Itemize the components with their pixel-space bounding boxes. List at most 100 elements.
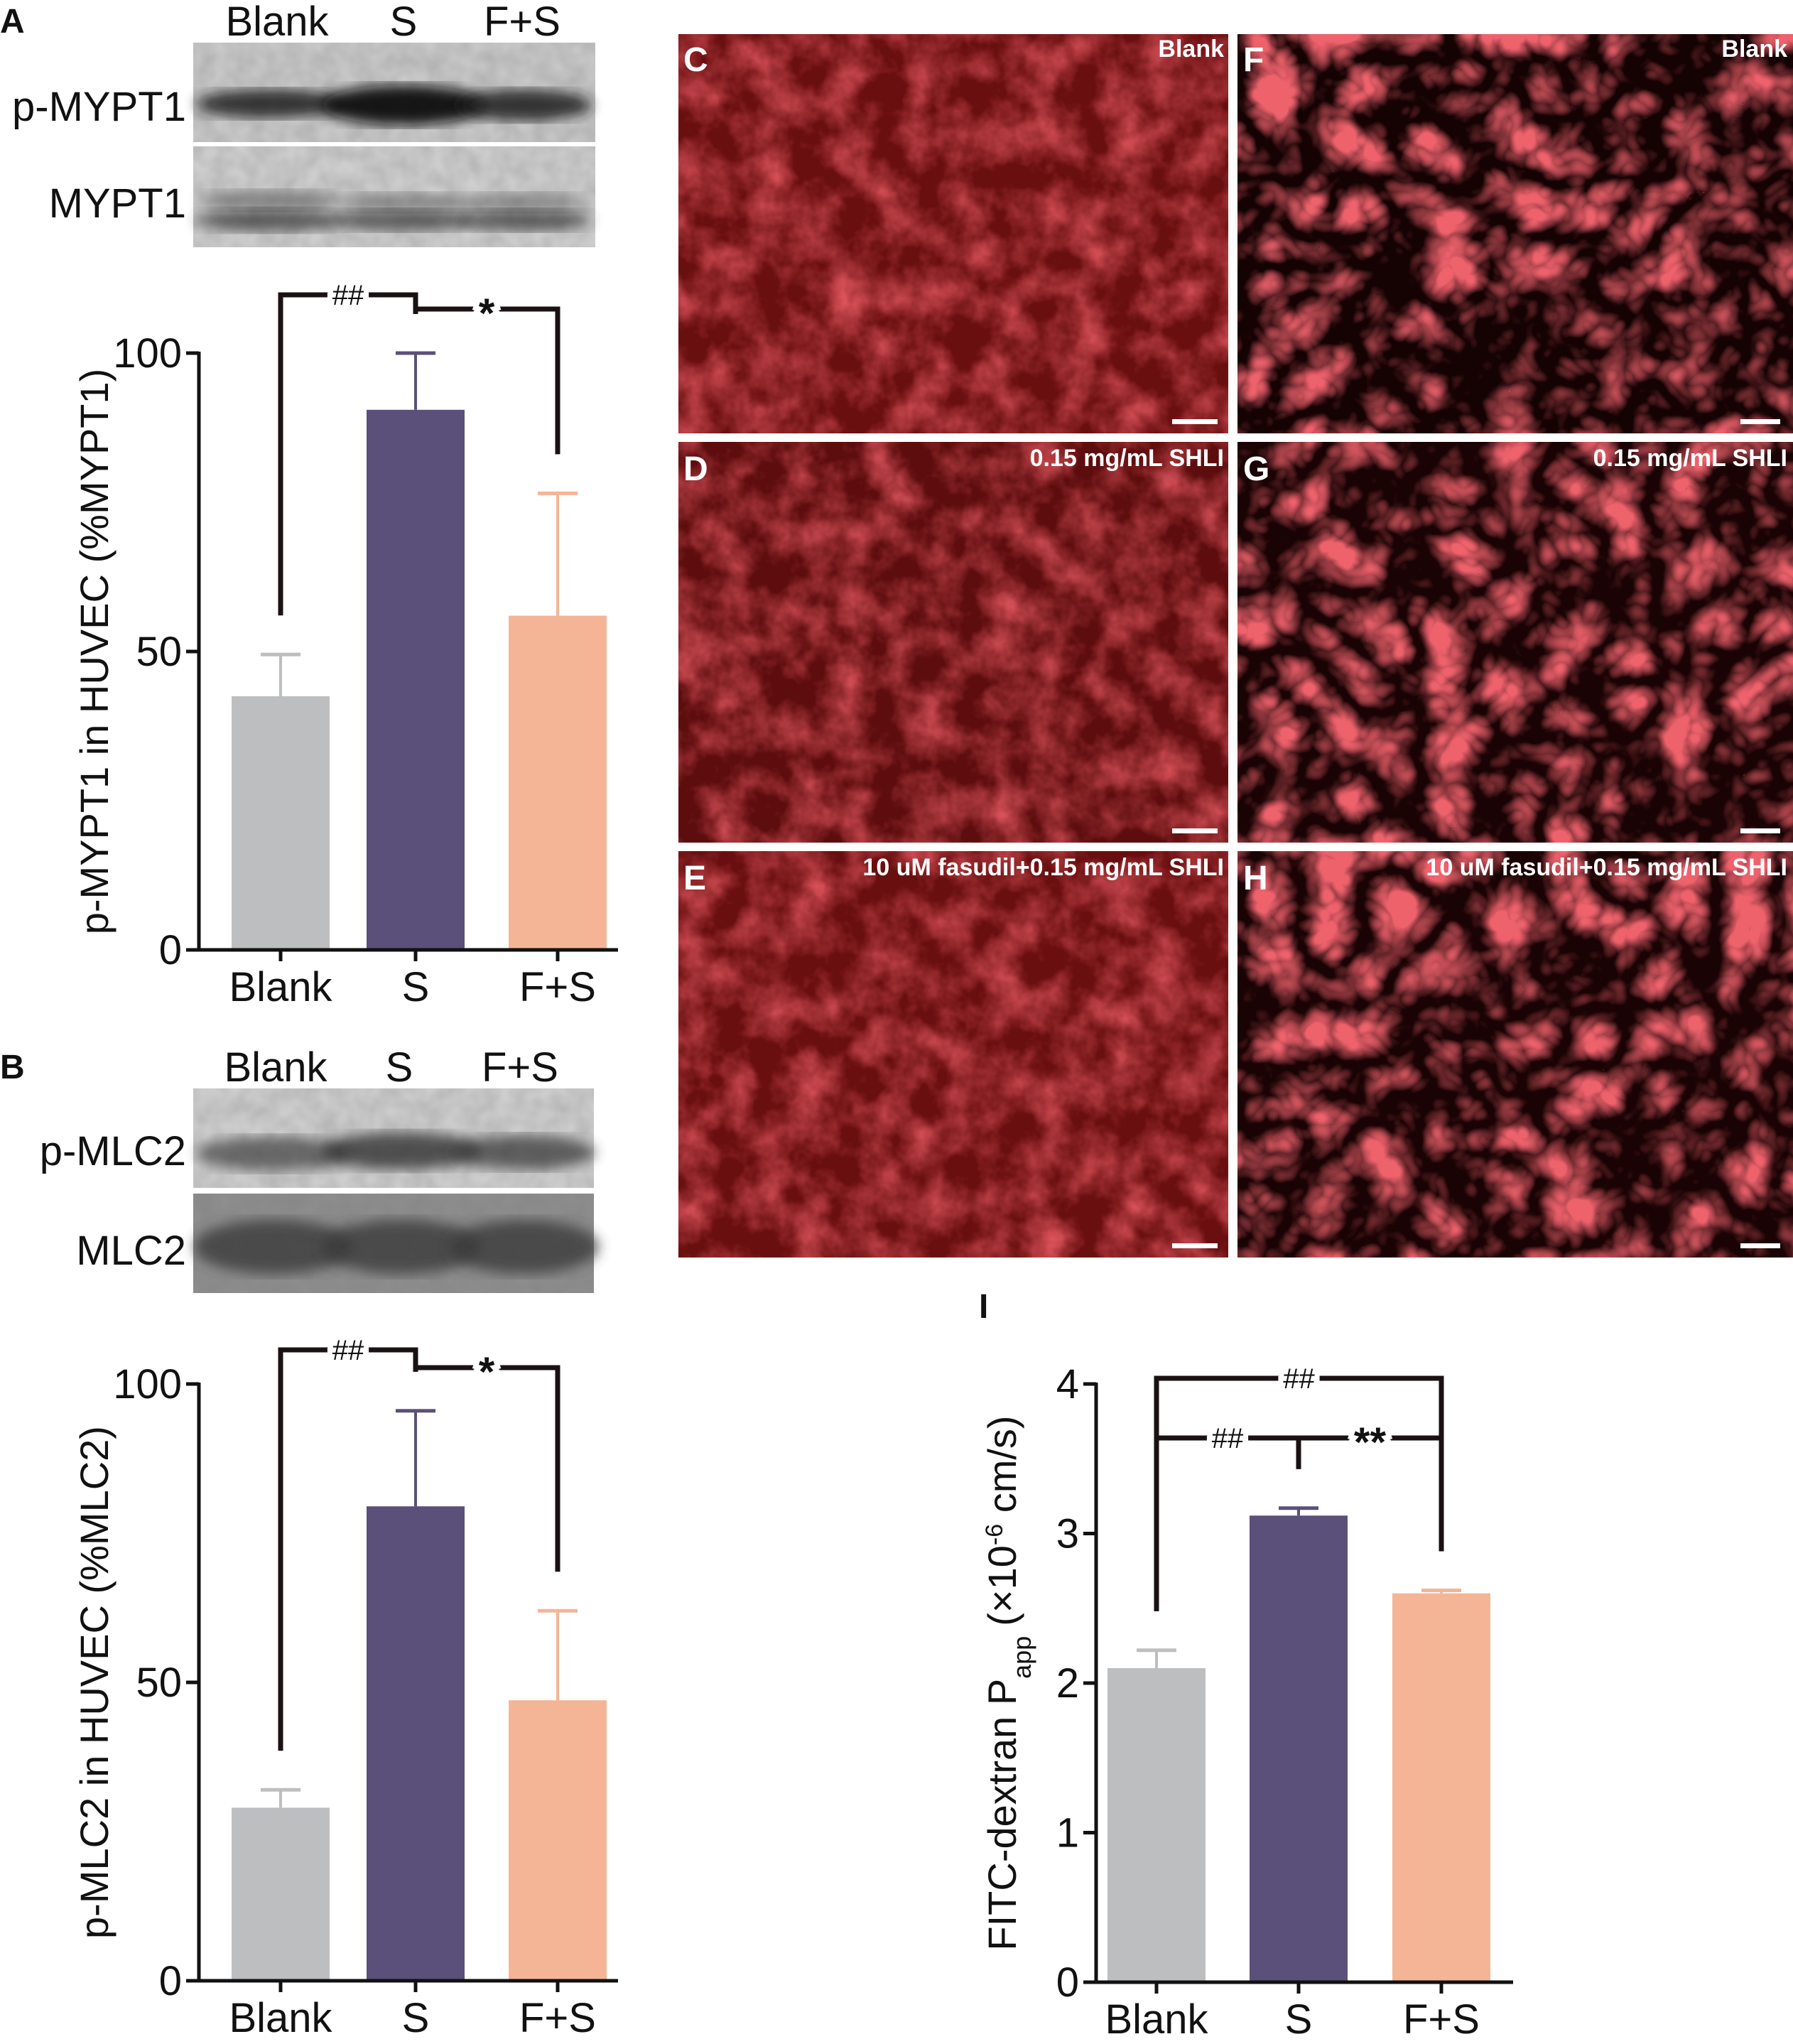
blot-strip-mlc2 bbox=[193, 1194, 599, 1293]
scale-bar bbox=[1172, 419, 1218, 424]
micrograph-label: Blank bbox=[1721, 36, 1787, 63]
y-axis-title-main: FITC-dextran P bbox=[980, 1679, 1024, 1951]
significance-bracket bbox=[278, 292, 418, 616]
bar bbox=[1250, 1515, 1348, 1982]
micrograph-d: D 0.15 mg/mL SHLI bbox=[678, 442, 1228, 843]
bar bbox=[232, 696, 330, 950]
bar bbox=[232, 1807, 330, 1981]
bar-chart-a: 0 50 100 Blank S F+S p-MYPT1 in HUVEC (%MYPT1)… bbox=[72, 275, 618, 1010]
band bbox=[453, 1135, 595, 1169]
blot-strip-p-mypt1 bbox=[193, 43, 595, 142]
band bbox=[322, 1220, 481, 1274]
y-axis-title: p-MLC2 in HUVEC (%MLC2) bbox=[72, 1426, 117, 1939]
micrograph-h: H 10 uM fasudil+0.15 mg/mL SHLI bbox=[1237, 851, 1793, 1258]
band bbox=[457, 210, 592, 231]
x-tick-label: S bbox=[402, 964, 430, 1010]
x-tick-label: Blank bbox=[229, 964, 332, 1010]
significance-bracket bbox=[413, 1365, 560, 1572]
scale-bar bbox=[1740, 419, 1780, 424]
lane-label-fs: F+S bbox=[484, 0, 560, 45]
y-tick-label: 0 bbox=[1056, 1959, 1079, 2006]
band bbox=[460, 193, 588, 212]
panel-label-f: F bbox=[1243, 41, 1264, 79]
y-axis-title: FITC-dextran Papp (×10-6 cm/s) bbox=[980, 1415, 1036, 1950]
band bbox=[195, 90, 345, 118]
micrograph-e: E 10 uM fasudil+0.15 mg/mL SHLI bbox=[678, 851, 1228, 1258]
significance-bracket bbox=[278, 1347, 418, 1751]
band bbox=[199, 190, 341, 210]
band bbox=[332, 210, 475, 231]
significance-bracket bbox=[413, 306, 560, 455]
band bbox=[322, 1132, 481, 1169]
scale-bar bbox=[1740, 1243, 1780, 1248]
x-tick-label: F+S bbox=[519, 1995, 596, 2041]
significance-bracket bbox=[1296, 1435, 1444, 1552]
band bbox=[450, 1220, 599, 1274]
micrograph-label: Blank bbox=[1158, 36, 1224, 63]
x-tick-label: S bbox=[1285, 1996, 1313, 2043]
blot-strip-mypt1 bbox=[193, 146, 595, 247]
micrograph-f: F Blank bbox=[1237, 34, 1793, 433]
bar bbox=[509, 615, 607, 950]
significance-label: ## bbox=[1283, 1363, 1315, 1395]
y-tick-label: 50 bbox=[136, 1660, 182, 1706]
panel-a-blot: A Blank S F+S p-MYPT1 MYPT1 bbox=[0, 0, 595, 247]
panel-label-g: G bbox=[1243, 450, 1269, 488]
bar-chart-b: 0 50 100 Blank S F+S p-MLC2 in HUVEC (%MLC2) ##… bbox=[72, 1330, 618, 2041]
y-axis-title-unit: cm/s) bbox=[980, 1415, 1024, 1523]
panel-label-a: A bbox=[0, 3, 25, 40]
scale-bar bbox=[1172, 828, 1218, 833]
panel-label-h: H bbox=[1243, 860, 1268, 897]
y-tick-label: 0 bbox=[159, 1958, 182, 2004]
panel-label-i: I bbox=[979, 1288, 988, 1326]
y-tick-label: 2 bbox=[1056, 1660, 1079, 1707]
micrograph-label: 0.15 mg/mL SHLI bbox=[1030, 445, 1224, 472]
panel-label-b: B bbox=[0, 1049, 25, 1086]
bar bbox=[367, 409, 465, 950]
band bbox=[322, 85, 485, 125]
significance-label: ## bbox=[1212, 1423, 1244, 1454]
scale-bar bbox=[1172, 1243, 1218, 1248]
bar bbox=[1107, 1667, 1206, 1982]
panel-b-blot: B Blank S F+S p-MLC2 MLC2 bbox=[0, 1044, 599, 1293]
lane-label-s: S bbox=[386, 1044, 413, 1091]
row-label-mypt1: MYPT1 bbox=[49, 180, 186, 227]
band bbox=[197, 1137, 350, 1171]
significance-label: ## bbox=[332, 1335, 364, 1366]
lane-label-blank: Blank bbox=[225, 0, 329, 45]
panel-label-e: E bbox=[683, 860, 706, 897]
bar-chart-i: I 0 1 2 3 4 Blank S F+S FITC-dextran Papp (×10-6 … bbox=[979, 1288, 1513, 2043]
bar bbox=[367, 1506, 465, 1981]
y-tick-label: 0 bbox=[159, 927, 182, 973]
x-tick-label: Blank bbox=[1105, 1996, 1208, 2043]
scale-bar bbox=[1740, 828, 1780, 833]
y-tick-label: 100 bbox=[113, 1361, 182, 1407]
lane-label-fs: F+S bbox=[482, 1044, 558, 1091]
panel-label-c: C bbox=[683, 41, 708, 79]
y-axis-title-sub: app bbox=[1007, 1636, 1036, 1679]
significance-label: * bbox=[479, 1349, 495, 1395]
blot-strip-p-mlc2 bbox=[193, 1088, 595, 1188]
micrograph-g: G 0.15 mg/mL SHLI bbox=[1237, 442, 1793, 843]
lane-label-blank: Blank bbox=[224, 1044, 327, 1091]
micrograph-grid: C Blank D 0.15 mg/mL SHLI E 10 uM fasudi… bbox=[678, 34, 1793, 1258]
y-tick-label: 100 bbox=[113, 330, 182, 377]
y-tick-label: 1 bbox=[1056, 1810, 1079, 1856]
y-axis-title: p-MYPT1 in HUVEC (%MYPT1) bbox=[72, 369, 117, 935]
y-tick-label: 4 bbox=[1056, 1361, 1079, 1407]
x-tick-label: S bbox=[402, 1995, 430, 2041]
lane-label-s: S bbox=[390, 0, 418, 45]
y-axis-title-unit: (×10 bbox=[980, 1545, 1024, 1626]
band bbox=[457, 90, 592, 121]
significance-label: ** bbox=[1354, 1420, 1387, 1466]
x-tick-label: F+S bbox=[1403, 1996, 1480, 2043]
micrograph-c: C Blank bbox=[678, 34, 1228, 433]
band bbox=[194, 1220, 353, 1274]
micrograph-label: 10 uM fasudil+0.15 mg/mL SHLI bbox=[1426, 854, 1787, 881]
row-label-p-mypt1: p-MYPT1 bbox=[12, 84, 186, 130]
y-tick-label: 50 bbox=[136, 629, 182, 675]
micrograph-label: 10 uM fasudil+0.15 mg/mL SHLI bbox=[862, 854, 1224, 881]
panel-label-d: D bbox=[683, 450, 708, 488]
row-label-p-mlc2: p-MLC2 bbox=[40, 1128, 186, 1174]
